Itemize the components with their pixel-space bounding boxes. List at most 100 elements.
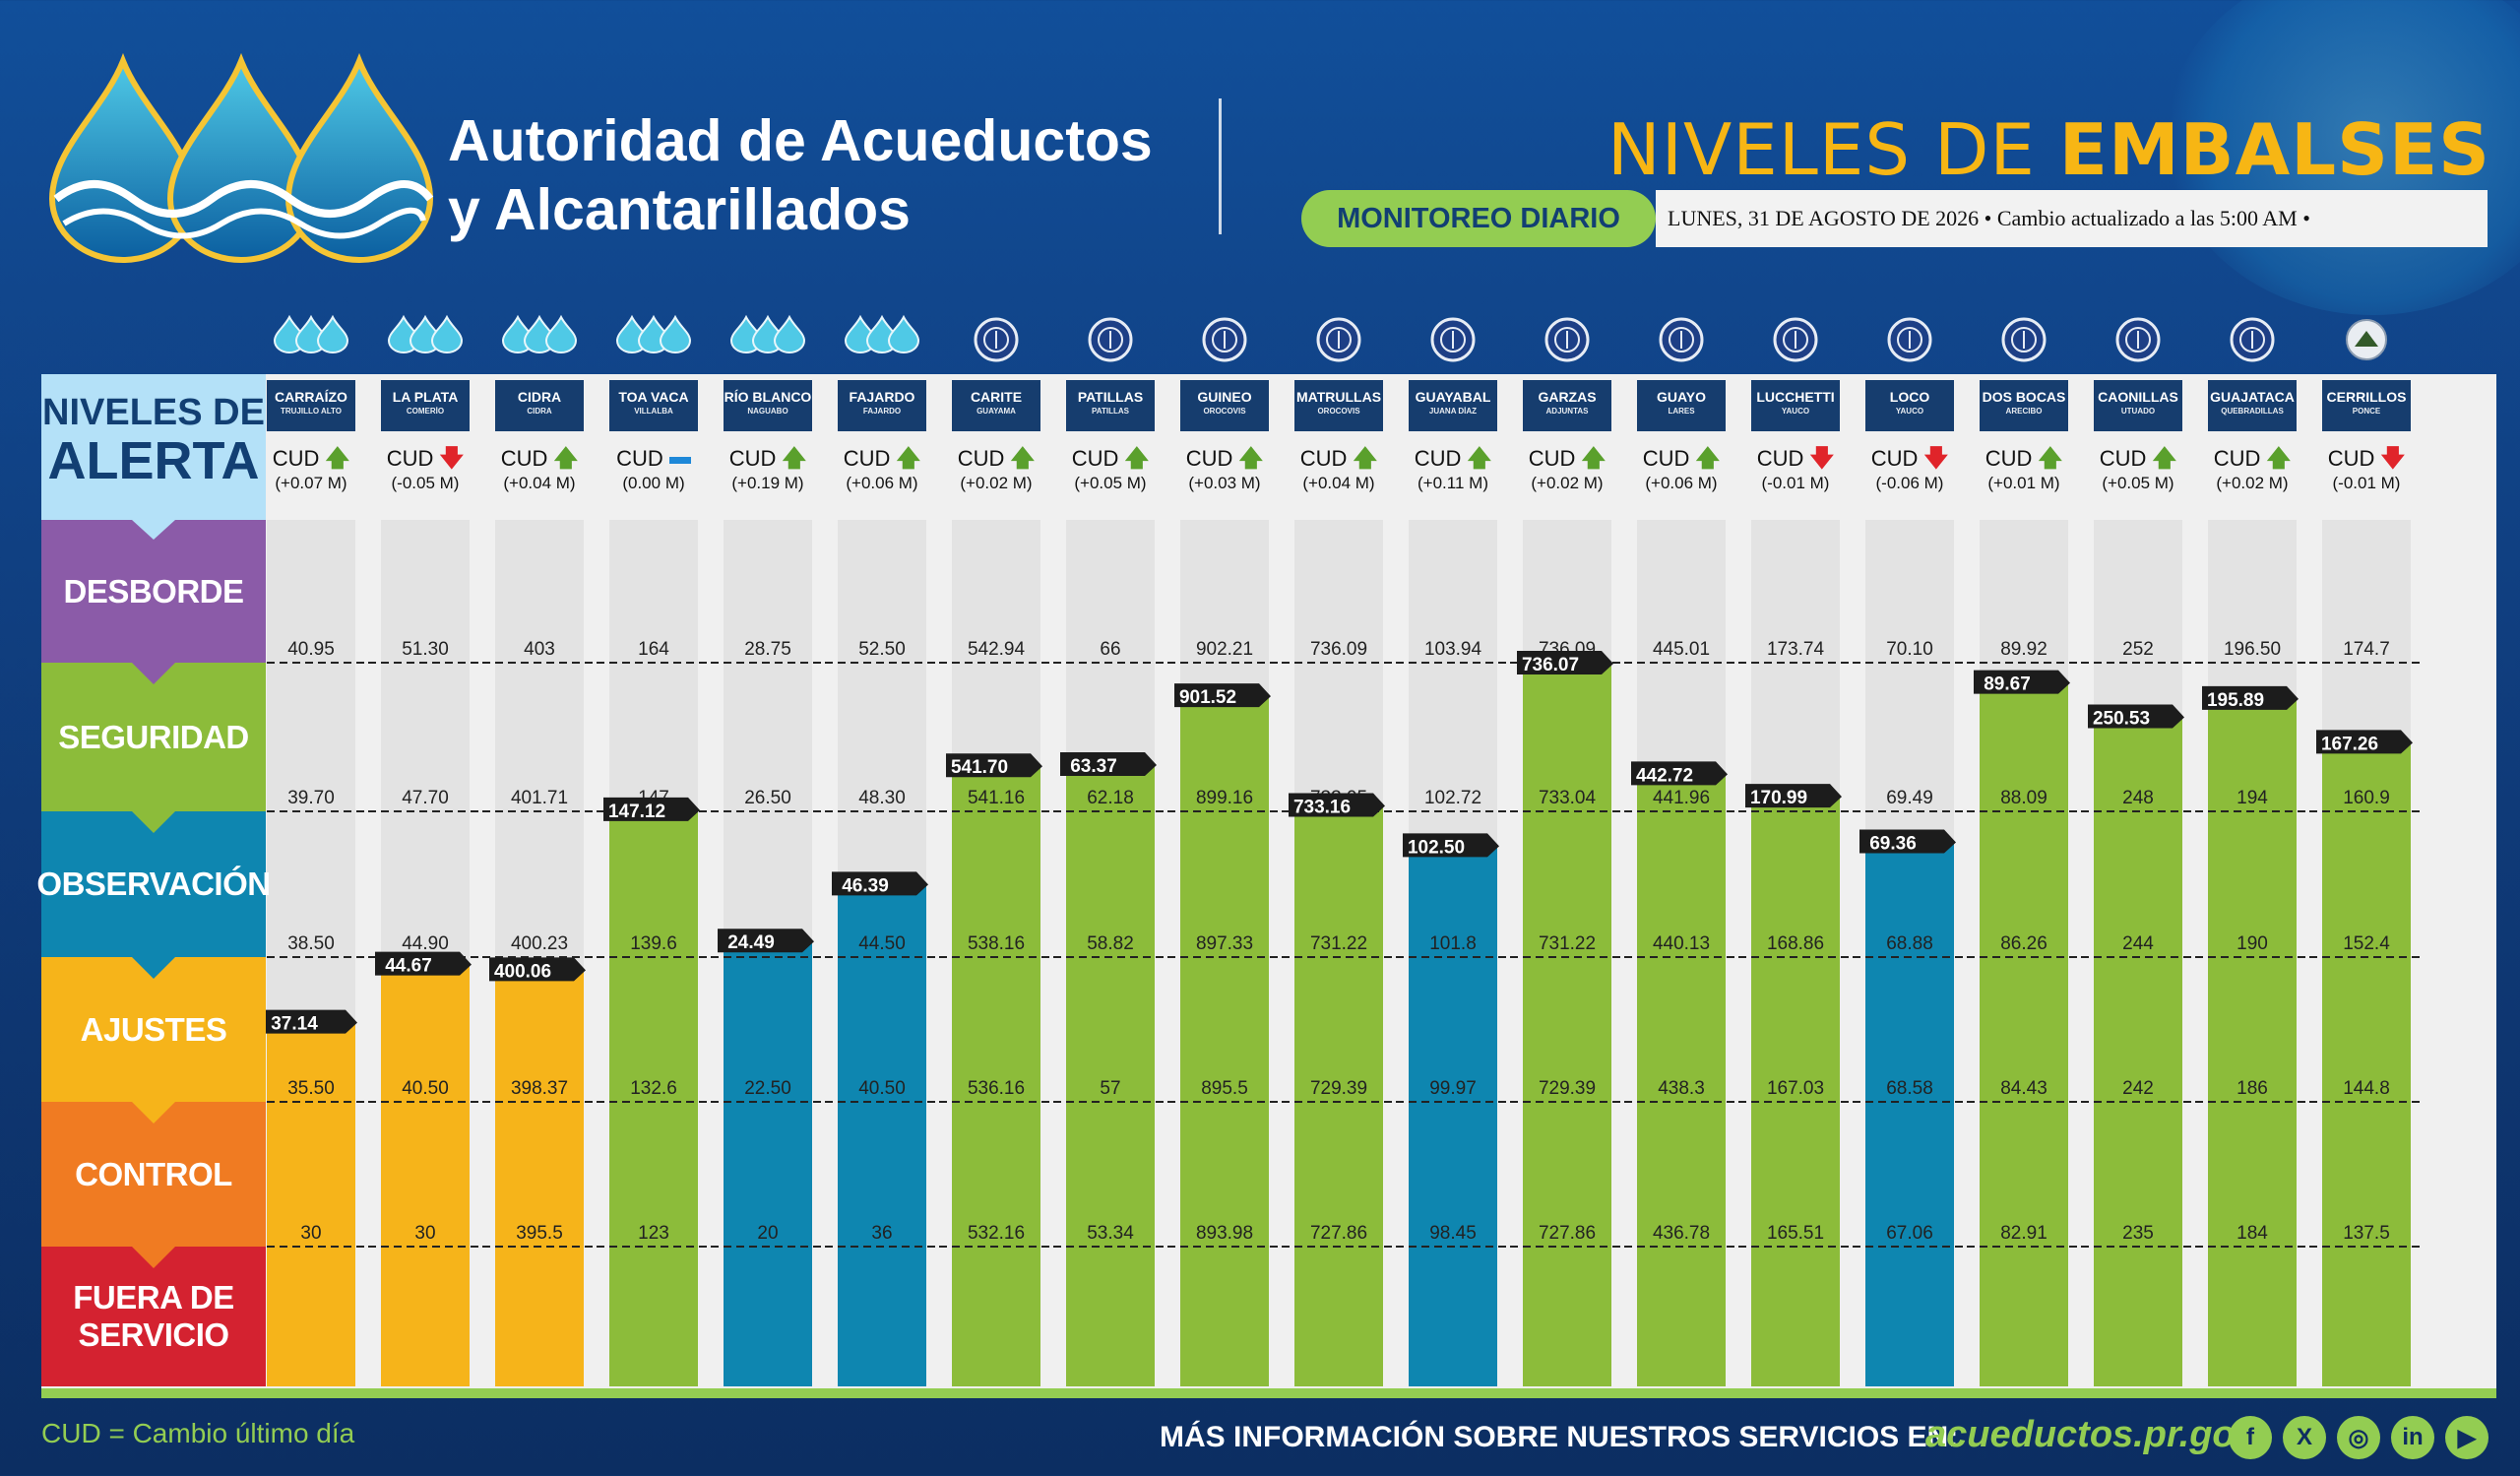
x-icon[interactable]: X [2283, 1416, 2326, 1459]
usace-emblem-icon [2346, 319, 2387, 360]
cud-change: CUD 🡅 (+0.02 M) [2202, 445, 2302, 494]
seal-outer [2230, 317, 2275, 362]
drop-shape [844, 314, 877, 353]
reservoir-header: CIDRA CIDRA [495, 380, 584, 431]
emblem-circle [2346, 319, 2387, 360]
aaa-drops-icon [387, 314, 464, 353]
arrow-up-icon: 🡅 [782, 445, 807, 472]
cud-value: (+0.06 M) [846, 474, 918, 492]
arrow-up-icon: 🡅 [2266, 445, 2292, 472]
cud-change: CUD 🡅 (+0.02 M) [946, 445, 1046, 494]
cud-value: (+0.03 M) [1188, 474, 1261, 492]
drop-shape [294, 314, 328, 353]
reservoir-header: FAJARDO FAJARDO [838, 380, 926, 431]
cud-label: CUD 🡅 [2099, 445, 2177, 472]
cud-label: CUD 🡅 [1528, 445, 1606, 472]
no-change-icon [668, 456, 691, 464]
arrow-up-icon: 🡅 [2152, 445, 2177, 472]
level-chevron [132, 1102, 175, 1123]
cud-change: CUD 🡅 (+0.04 M) [489, 445, 590, 494]
reservoir-name: LUCCHETTI [1756, 389, 1835, 405]
cud-label: CUD 🡅 [1414, 445, 1492, 472]
header-divider [1219, 98, 1222, 234]
instagram-icon[interactable]: ◎ [2337, 1416, 2380, 1459]
alert-level-label: AJUSTES [80, 1010, 227, 1048]
seal-outer [974, 317, 1019, 362]
cud-change: CUD 🡅 (+0.02 M) [1517, 445, 1617, 494]
more-info-text: MÁS INFORMACIÓN SOBRE NUESTROS SERVICIOS… [1160, 1421, 1959, 1453]
cud-value: (-0.06 M) [1875, 474, 1944, 492]
cud-value: (-0.01 M) [1761, 474, 1830, 492]
reservoir-header: RÍO BLANCO NAGUABO [724, 380, 812, 431]
website-link[interactable]: acueductos.pr.gov [1925, 1414, 2256, 1455]
cud-change: CUD 🡅 (+0.05 M) [2088, 445, 2188, 494]
reservoir-municipality: NAGUABO [747, 407, 788, 416]
linkedin-icon[interactable]: in [2391, 1416, 2434, 1459]
reservoir-name: CARRAÍZO [275, 389, 347, 405]
aee-seal-icon [1088, 317, 1133, 362]
cud-label: CUD 🡅 [957, 445, 1036, 472]
org-line-2: y Alcantarillados [448, 177, 911, 242]
reservoir-municipality: YAUCO [1781, 407, 1810, 416]
reservoir-name: PATILLAS [1077, 389, 1144, 405]
cud-value: (0.00 M) [622, 474, 685, 492]
seal-outer [1202, 317, 1247, 362]
alert-level-label: CONTROL [75, 1155, 232, 1192]
drop-shape [273, 314, 306, 353]
cud-change: CUD 🡅 (+0.19 M) [718, 445, 818, 494]
drop-shape [501, 314, 535, 353]
reservoir-municipality: QUEBRADILLAS [2221, 407, 2284, 416]
aee-seal-icon [1430, 317, 1476, 362]
cud-label: CUD [603, 445, 704, 473]
background-wave-shape [2166, 0, 2520, 315]
reservoir-header: PATILLAS PATILLAS [1066, 380, 1155, 431]
arrow-down-icon: 🡇 [2380, 445, 2406, 472]
cud-label: CUD 🡅 [272, 445, 350, 472]
reservoir-municipality: CIDRA [527, 407, 552, 416]
drop-shape [637, 314, 670, 353]
alert-header-chevron [132, 520, 175, 540]
arrow-up-icon: 🡅 [325, 445, 350, 472]
alert-level-6: FUERA DE SERVICIO [41, 1247, 266, 1386]
reservoir-header: LUCCHETTI YAUCO [1751, 380, 1840, 431]
cud-change: CUD 🡅 (+0.05 M) [1060, 445, 1161, 494]
facebook-icon[interactable]: f [2229, 1416, 2272, 1459]
cud-change: CUD 🡅 (+0.04 M) [1289, 445, 1389, 494]
reservoir-municipality: COMERÍO [406, 407, 445, 416]
aee-seal-icon [1773, 317, 1818, 362]
seal-inner [2125, 327, 2151, 353]
footer-line [41, 1388, 2496, 1398]
seal-outer [2001, 317, 2047, 362]
cud-change: CUD 🡇 (-0.05 M) [375, 445, 475, 494]
reservoir-header: TOA VACA VILLALBA [609, 380, 698, 431]
seal-outer [1316, 317, 1361, 362]
arrow-up-icon: 🡅 [1010, 445, 1036, 472]
reservoir-municipality: GUAYAMA [976, 407, 1016, 416]
alert-level-label: SEGURIDAD [58, 718, 249, 755]
reservoir-municipality: PONCE [2352, 407, 2381, 416]
cud-legend: CUD = Cambio último día [41, 1418, 355, 1448]
seal-inner [1440, 327, 1466, 353]
aee-seal-icon [1316, 317, 1361, 362]
cud-label: CUD 🡇 [1756, 445, 1835, 472]
reservoir-name: GARZAS [1538, 389, 1597, 405]
cud-label: CUD 🡅 [728, 445, 807, 472]
seal-inner [1098, 327, 1123, 353]
seal-outer [1887, 317, 1932, 362]
drop-shape [544, 314, 578, 353]
reservoir-header: LA PLATA COMERÍO [381, 380, 470, 431]
drop-shape [316, 314, 349, 353]
alert-level-4: AJUSTES [41, 957, 266, 1123]
arrow-down-icon: 🡇 [1809, 445, 1835, 472]
org-line-1: Autoridad de Acueductos [448, 108, 1153, 173]
cud-label: CUD 🡅 [843, 445, 921, 472]
level-chevron [132, 1247, 175, 1268]
seal-inner [1212, 327, 1237, 353]
reservoir-municipality: UTUADO [2120, 407, 2156, 416]
reservoir-municipality: ARECIBO [2005, 407, 2043, 416]
reservoir-municipality: TRUJILLO ALTO [280, 407, 343, 416]
youtube-icon[interactable]: ▶ [2445, 1416, 2488, 1459]
reservoir-name: CAONILLAS [2098, 389, 2178, 405]
arrow-up-icon: 🡅 [1695, 445, 1721, 472]
title-part-1: NIVELES DE [1606, 108, 2059, 191]
